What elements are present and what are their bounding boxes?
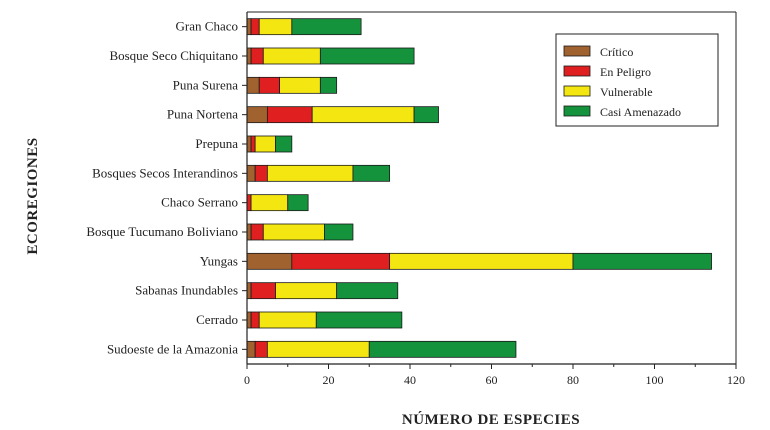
- bar-segment-11-1: [254, 340, 268, 358]
- bar-segment-9-2: [275, 282, 338, 300]
- bar-segment-2-1: [258, 76, 281, 94]
- bar-segment-8-3: [572, 252, 712, 270]
- bar-segment-4-3: [275, 135, 293, 153]
- category-label-9: Sabanas Inundables: [135, 283, 238, 298]
- bar-segment-7-0: [246, 223, 252, 241]
- x-tick-label-5: 100: [646, 373, 664, 387]
- category-label-2: Puna Surena: [173, 77, 239, 92]
- x-tick-label-4: 80: [567, 373, 579, 387]
- bar-segment-6-2: [250, 194, 289, 212]
- bar-segment-0-2: [258, 18, 293, 36]
- bar-segment-5-3: [352, 164, 391, 182]
- category-label-7: Bosque Tucumano Boliviano: [86, 224, 238, 239]
- legend-swatch-3: [563, 105, 591, 117]
- legend-swatch-1: [563, 65, 591, 77]
- bar-segment-10-2: [258, 311, 317, 329]
- category-label-11: Sudoeste de la Amazonia: [107, 341, 238, 356]
- legend-swatch-2: [563, 85, 591, 97]
- bar-segment-0-0: [246, 18, 252, 36]
- bar-segment-9-0: [246, 282, 252, 300]
- bar-segment-7-2: [262, 223, 325, 241]
- bar-segment-7-3: [324, 223, 354, 241]
- bar-segment-3-3: [413, 106, 439, 124]
- bar-segment-10-1: [250, 311, 260, 329]
- category-label-4: Prepuna: [195, 136, 238, 151]
- x-tick-label-3: 60: [486, 373, 498, 387]
- bar-segment-8-0: [246, 252, 293, 270]
- bar-segment-8-1: [291, 252, 391, 270]
- bar-segment-4-1: [250, 135, 256, 153]
- legend: Crítico En Peligro Vulnerable Casi Amenazad…: [555, 33, 719, 127]
- bar-segment-10-3: [315, 311, 403, 329]
- bar-segment-2-3: [319, 76, 338, 94]
- bar-segment-3-2: [311, 106, 415, 124]
- legend-swatch-0: [563, 45, 591, 57]
- x-tick-label-2: 40: [404, 373, 416, 387]
- bar-segment-2-2: [279, 76, 321, 94]
- legend-label-2: Vulnerable: [600, 85, 653, 99]
- category-label-5: Bosques Secos Interandinos: [92, 165, 238, 180]
- category-label-10: Cerrado: [196, 312, 238, 327]
- bar-segment-11-2: [266, 340, 370, 358]
- bar-segment-3-1: [266, 106, 313, 124]
- bar-segment-2-0: [246, 76, 260, 94]
- x-tick-label-6: 120: [727, 373, 745, 387]
- bar-segment-3-0: [246, 106, 268, 124]
- bar-segment-7-1: [250, 223, 264, 241]
- bar-segment-11-3: [368, 340, 517, 358]
- bar-segment-1-3: [319, 47, 415, 65]
- bar-segment-0-3: [291, 18, 362, 36]
- plot-area: Gran Chaco Bosque Seco Chiquitano Puna Sur…: [86, 11, 745, 387]
- x-axis-title: NÚMERO DE ESPECIES: [402, 411, 580, 428]
- bar-segment-1-0: [246, 47, 252, 65]
- x-tick-label-0: 0: [244, 373, 250, 387]
- bar-segment-5-2: [266, 164, 354, 182]
- y-axis-title: ECOREGIONES: [25, 137, 41, 254]
- bar-segment-11-0: [246, 340, 256, 358]
- bar-segment-0-1: [250, 18, 260, 36]
- x-tick-label-1: 20: [323, 373, 335, 387]
- bar-segment-6-3: [287, 194, 309, 212]
- category-label-8: Yungas: [200, 253, 238, 268]
- bar-segment-1-2: [262, 47, 321, 65]
- bar-segment-1-1: [250, 47, 264, 65]
- category-label-0: Gran Chaco: [176, 19, 238, 34]
- bar-segment-5-1: [254, 164, 268, 182]
- bar-segment-4-2: [254, 135, 276, 153]
- category-label-6: Chaco Serrano: [161, 195, 238, 210]
- bar-segment-8-2: [389, 252, 574, 270]
- legend-label-3: Casi Amenazado: [600, 105, 681, 119]
- legend-label-0: Crítico: [600, 45, 633, 59]
- category-label-1: Bosque Seco Chiquitano: [109, 48, 238, 63]
- category-label-3: Puna Nortena: [167, 107, 238, 122]
- bar-segment-9-1: [250, 282, 276, 300]
- bar-segment-9-3: [336, 282, 399, 300]
- legend-label-1: En Peligro: [600, 65, 651, 79]
- bar-segment-6-1: [246, 194, 252, 212]
- bar-segment-10-0: [246, 311, 252, 329]
- bar-segment-5-0: [246, 164, 256, 182]
- bar-segment-4-0: [246, 135, 252, 153]
